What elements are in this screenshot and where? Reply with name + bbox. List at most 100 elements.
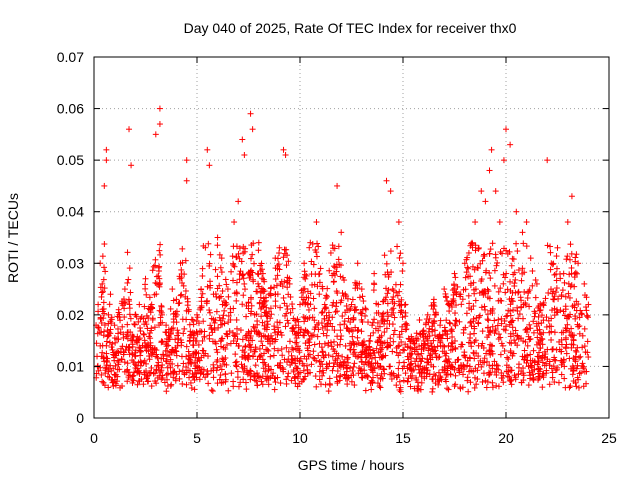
data-point xyxy=(405,356,412,363)
data-point xyxy=(189,342,196,349)
data-point xyxy=(555,295,562,302)
data-point xyxy=(387,335,394,342)
data-point xyxy=(207,322,214,329)
data-point xyxy=(530,329,537,336)
data-point xyxy=(158,302,165,309)
data-point xyxy=(298,294,305,301)
data-point xyxy=(126,305,133,312)
data-point xyxy=(351,382,358,389)
data-point xyxy=(284,306,291,313)
data-point xyxy=(317,358,324,365)
data-point xyxy=(504,250,511,257)
data-point xyxy=(209,388,216,395)
data-point xyxy=(521,289,528,296)
data-point xyxy=(127,289,134,296)
data-point xyxy=(521,347,528,354)
data-point xyxy=(291,317,298,324)
data-point xyxy=(152,256,159,263)
data-point xyxy=(484,316,491,323)
data-point xyxy=(515,267,522,274)
data-point xyxy=(277,304,284,311)
data-point xyxy=(534,353,541,360)
data-point xyxy=(466,304,473,311)
data-point xyxy=(141,369,148,376)
data-point xyxy=(445,386,452,393)
data-point xyxy=(280,294,287,301)
data-point xyxy=(245,305,252,312)
data-point xyxy=(359,348,366,355)
data-point xyxy=(468,343,475,350)
data-point xyxy=(566,256,573,263)
data-point xyxy=(330,278,337,285)
data-point xyxy=(132,353,139,360)
data-point xyxy=(235,383,242,390)
data-point xyxy=(516,311,523,318)
data-point xyxy=(425,347,432,354)
data-point xyxy=(423,320,430,327)
data-point xyxy=(212,317,219,324)
data-point xyxy=(319,348,326,355)
data-point xyxy=(472,242,479,249)
data-point xyxy=(532,277,539,284)
data-point xyxy=(170,324,177,331)
data-point xyxy=(125,276,132,283)
data-point xyxy=(561,279,568,286)
data-point xyxy=(246,274,253,281)
data-point xyxy=(456,318,463,325)
data-point xyxy=(572,347,579,354)
data-point xyxy=(314,240,321,247)
data-point xyxy=(286,275,293,282)
data-point xyxy=(471,355,478,362)
data-point xyxy=(357,309,364,316)
data-point xyxy=(511,283,518,290)
data-point xyxy=(430,363,437,370)
data-point xyxy=(399,314,406,321)
data-point xyxy=(318,344,325,351)
data-point xyxy=(238,258,245,265)
data-point xyxy=(381,329,388,336)
data-point xyxy=(178,274,185,281)
data-point xyxy=(163,340,170,347)
data-point xyxy=(183,343,190,350)
data-point xyxy=(320,330,327,337)
data-point xyxy=(332,272,339,279)
data-point xyxy=(390,338,397,345)
data-point xyxy=(177,292,184,299)
data-point xyxy=(431,348,438,355)
data-point xyxy=(377,384,384,391)
data-point xyxy=(495,383,502,390)
data-point xyxy=(106,339,113,346)
data-point xyxy=(283,262,290,269)
data-point xyxy=(116,366,123,373)
data-point xyxy=(530,347,537,354)
data-point xyxy=(315,352,322,359)
data-point xyxy=(443,331,450,338)
data-point xyxy=(333,288,340,295)
data-point xyxy=(566,355,573,362)
data-point xyxy=(276,319,283,326)
data-point xyxy=(175,329,182,336)
data-point xyxy=(303,272,310,279)
data-point xyxy=(231,332,238,339)
data-point xyxy=(444,335,451,342)
data-point xyxy=(154,374,161,381)
data-point xyxy=(465,388,472,395)
data-point xyxy=(114,348,121,355)
data-point xyxy=(568,250,575,257)
data-point xyxy=(109,346,116,353)
data-point xyxy=(551,356,558,363)
data-point xyxy=(329,353,336,360)
data-point xyxy=(222,354,229,361)
data-point xyxy=(578,311,585,318)
data-point xyxy=(484,334,491,341)
data-point xyxy=(382,352,389,359)
data-point xyxy=(153,366,160,373)
data-point xyxy=(260,295,267,302)
data-point xyxy=(575,301,582,308)
data-point xyxy=(514,307,521,314)
data-point xyxy=(539,359,546,366)
data-point xyxy=(430,317,437,324)
data-point xyxy=(477,357,484,364)
data-point xyxy=(182,293,189,300)
data-point xyxy=(447,347,454,354)
